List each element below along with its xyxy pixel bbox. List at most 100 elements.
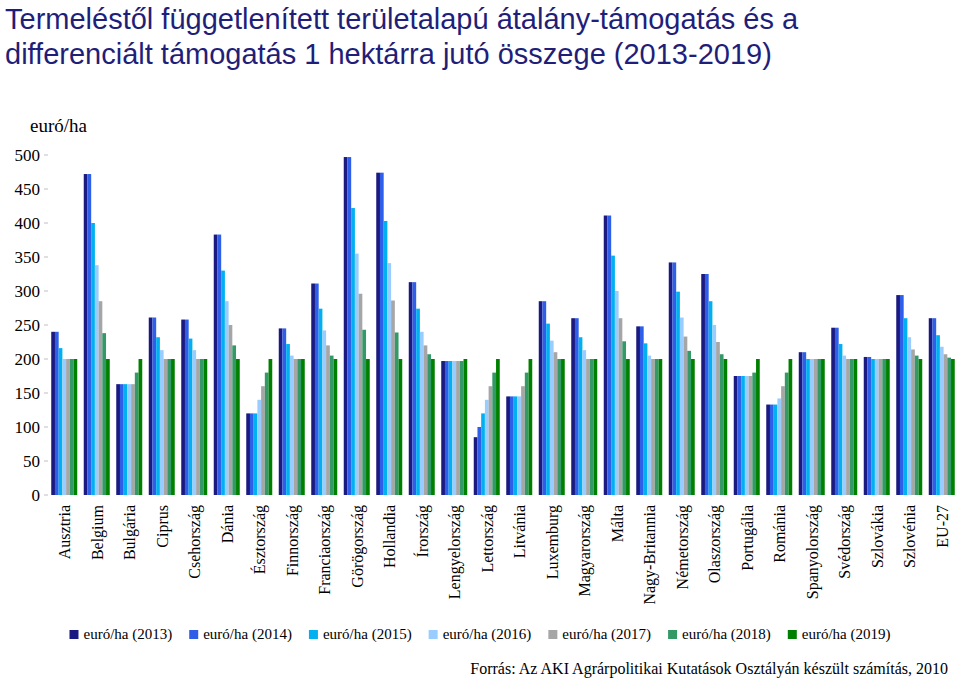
bar <box>424 345 428 495</box>
bar <box>464 359 468 495</box>
bar <box>745 376 749 495</box>
y-tick <box>44 461 48 462</box>
bar <box>749 376 753 495</box>
bar <box>814 359 818 495</box>
x-tick-label: Litvánia <box>511 505 528 558</box>
bar <box>496 359 500 495</box>
bar <box>655 359 659 495</box>
legend-swatch <box>788 630 797 639</box>
bar <box>330 356 334 495</box>
bar <box>477 427 481 495</box>
bar <box>737 376 741 495</box>
x-tick-label: Lettország <box>479 505 497 573</box>
bar <box>806 359 810 495</box>
bar <box>720 354 724 495</box>
y-tick-label: 350 <box>15 248 41 267</box>
bar <box>232 345 236 495</box>
bar <box>510 396 514 495</box>
bar <box>196 359 200 495</box>
bar <box>669 262 673 495</box>
bar <box>875 359 879 495</box>
y-tick <box>44 257 48 258</box>
bar <box>846 359 850 495</box>
bar <box>236 359 240 495</box>
bar <box>200 359 204 495</box>
x-tick-label: Magyarország <box>576 505 594 597</box>
bar <box>734 376 738 495</box>
bar <box>777 398 781 495</box>
bar <box>229 325 233 495</box>
bars <box>51 157 955 495</box>
y-tick <box>44 223 48 224</box>
bar <box>427 354 431 495</box>
y-tick-label: 500 <box>15 146 41 165</box>
bar <box>575 318 579 495</box>
legend: euró/ha (2013)euró/ha (2014)euró/ha (201… <box>69 626 890 643</box>
legend-swatch <box>69 630 78 639</box>
bar <box>886 359 890 495</box>
bar <box>932 318 936 495</box>
bar <box>705 274 709 495</box>
bar <box>831 328 835 495</box>
y-tick-label: 0 <box>32 486 41 505</box>
legend-swatch <box>668 630 677 639</box>
bar <box>951 359 955 495</box>
bar <box>452 361 456 495</box>
bar <box>867 357 871 495</box>
bar <box>84 174 88 495</box>
bar <box>594 359 598 495</box>
bar <box>770 405 774 495</box>
bar <box>149 318 153 495</box>
bar <box>127 384 131 495</box>
y-tick <box>44 155 48 156</box>
source: Forrás: Az AKI Agrárpolitikai Kutatások … <box>470 660 948 678</box>
bar <box>347 157 351 495</box>
legend-swatch <box>189 630 198 639</box>
bar <box>95 265 99 495</box>
bar <box>582 350 586 495</box>
bar <box>297 359 301 495</box>
bar <box>399 359 403 495</box>
bar <box>636 326 640 495</box>
bar <box>781 386 785 495</box>
bar <box>74 359 78 495</box>
bar <box>789 359 793 495</box>
bar <box>799 352 803 495</box>
bar <box>611 256 615 495</box>
bar <box>481 413 485 495</box>
bar <box>311 284 315 495</box>
bar <box>489 386 493 495</box>
y-tick-label: 300 <box>15 282 41 301</box>
legend-label: euró/ha (2015) <box>323 626 412 643</box>
bar <box>871 359 875 495</box>
bar <box>684 337 688 495</box>
bar <box>947 358 951 495</box>
bar <box>387 263 391 495</box>
x-tick-label: Málta <box>609 505 626 542</box>
bar <box>376 173 380 495</box>
bar <box>879 359 883 495</box>
bar <box>185 320 189 495</box>
bar <box>265 373 269 495</box>
bar <box>322 330 326 495</box>
bar <box>915 356 919 495</box>
bar <box>539 301 543 495</box>
bar <box>156 337 160 495</box>
bar <box>99 301 103 495</box>
bar <box>647 356 651 495</box>
bar <box>139 359 143 495</box>
bar <box>181 320 185 495</box>
y-tick <box>44 189 48 190</box>
x-tick-label: Portugália <box>739 505 757 571</box>
bar <box>441 361 445 495</box>
bar <box>87 174 91 495</box>
y-tick-label: 150 <box>15 384 41 403</box>
bar <box>590 359 594 495</box>
bar <box>936 335 940 495</box>
x-tick-label: Szlovákia <box>869 505 886 568</box>
x-tick-label: Észtország <box>250 505 269 574</box>
y-tick-label: 250 <box>15 316 41 335</box>
bar <box>62 359 66 495</box>
bar <box>554 352 558 495</box>
x-tick-label: Ciprus <box>154 505 172 548</box>
